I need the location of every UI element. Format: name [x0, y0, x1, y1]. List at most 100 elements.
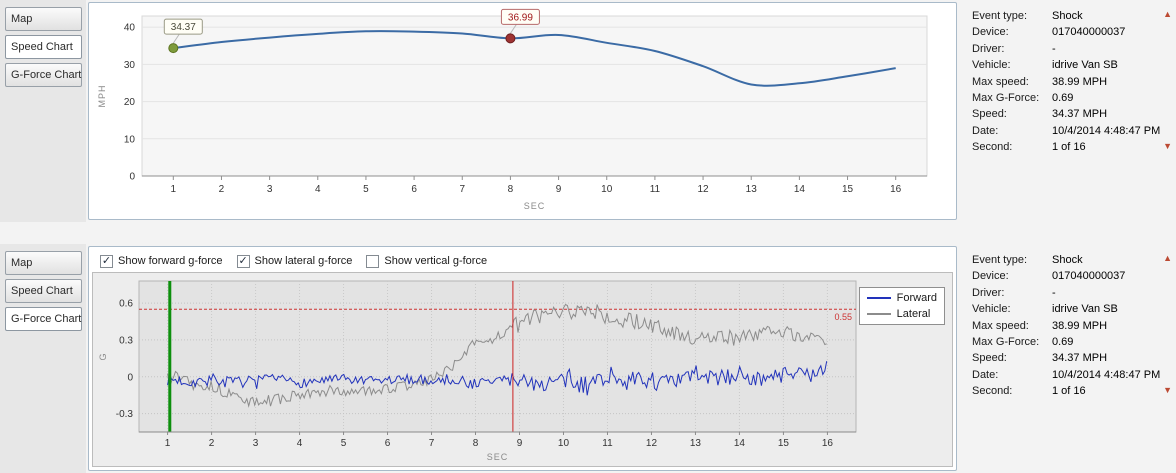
scroll-up-icon[interactable]: ▲ [1163, 9, 1172, 19]
checkbox-label: Show vertical g-force [384, 255, 488, 267]
speed-chart[interactable]: 0 10 20 30 40 1 2 3 4 5 6 7 8 9 10 11 12 13 14 15 16 MPH SEC 34… [92, 6, 953, 216]
legend-swatch-forward [866, 297, 891, 299]
x-tick-label: 9 [556, 184, 562, 195]
info-value: 34.37 MPH [1052, 108, 1108, 121]
x-tick-label: 15 [842, 184, 854, 195]
forward-gforce-line [167, 361, 828, 396]
gforce-chart-section: Map Speed Chart G-Force Chart ✓ Show forwar… [0, 244, 1176, 473]
plot-area [138, 280, 857, 433]
x-tick-label: 10 [601, 184, 613, 195]
info-row-speed: Speed: 34.37 MPH [972, 106, 1162, 122]
info-value: 38.99 MPH [1052, 319, 1108, 332]
chart-legend: Forward Lateral [858, 287, 945, 325]
tab-g-force-chart[interactable]: G-Force Chart [5, 307, 82, 331]
info-label: Max speed: [972, 75, 1029, 88]
info-value: 1 of 16 [1052, 385, 1086, 398]
checkbox-label: Show lateral g-force [254, 255, 353, 267]
gforce-chart[interactable]: Forward Lateral -0.3 0 0.3 0.6 0.55 1 2 3 4 5 6 7 8 9 1… [92, 272, 953, 467]
gforce-chart-panel: ✓ Show forward g-force ✓ Show lateral g-for… [88, 246, 957, 471]
checkbox-box[interactable]: ✓ [236, 254, 250, 268]
info-value: Shock [1052, 10, 1083, 22]
legend-item-lateral: Lateral [866, 308, 937, 320]
legend-item-forward: Forward [866, 292, 937, 304]
info-label: Second: [972, 385, 1013, 398]
info-label: Event type: [972, 10, 1028, 22]
scroll-up-icon[interactable]: ▲ [1163, 253, 1172, 263]
checkbox-show-lateral-g-force[interactable]: ✓ Show lateral g-force [236, 254, 353, 268]
tab-speed-chart[interactable]: Speed Chart [5, 35, 82, 59]
info-row-max-g-force: Max G-Force: 0.69 [972, 334, 1162, 350]
info-label: Vehicle: [972, 303, 1011, 316]
x-tick-label: 12 [646, 438, 658, 449]
x-tick-label: 14 [734, 438, 746, 449]
checkbox-label: Show forward g-force [118, 255, 223, 267]
info-value: Shock [1052, 254, 1083, 266]
info-value: - [1052, 42, 1056, 55]
info-label: Max speed: [972, 319, 1029, 332]
data-point-marker[interactable] [168, 43, 179, 54]
x-tick-label: 8 [508, 184, 514, 195]
y-tick-label: 0 [127, 372, 133, 383]
info-value: 10/4/2014 4:48:47 PM [1052, 124, 1161, 137]
checkbox-box[interactable]: ✓ [100, 254, 113, 268]
tab-map[interactable]: Map [5, 251, 82, 275]
info-value: 34.37 MPH [1052, 352, 1108, 365]
info-row-second: Second: 1 of 16 [972, 139, 1162, 155]
tab-map[interactable]: Map [5, 7, 82, 31]
x-tick-label: 13 [746, 184, 758, 195]
marker-label: 34.37 [171, 22, 196, 33]
event-info-panel-top: Event type: Shock Device: 017040000037 Drive… [962, 0, 1176, 222]
marker-connector [510, 24, 517, 34]
info-label: Device: [972, 270, 1009, 283]
x-tick-label: 15 [778, 438, 790, 449]
x-tick-label: 16 [890, 184, 902, 195]
y-tick-label: 30 [124, 60, 136, 71]
tab-g-force-chart[interactable]: G-Force Chart [5, 63, 82, 87]
info-label: Device: [972, 26, 1009, 39]
info-label: Driver: [972, 42, 1005, 55]
info-row-max-g-force: Max G-Force: 0.69 [972, 90, 1162, 106]
checkbox-show-forward-g-force[interactable]: ✓ Show forward g-force [100, 254, 223, 268]
info-row-driver: Driver: - [972, 41, 1162, 57]
info-label: Max G-Force: [972, 336, 1040, 349]
x-tick-label: 4 [297, 438, 303, 449]
info-row-device: Device: 017040000037 [972, 24, 1162, 40]
info-value: - [1052, 286, 1056, 299]
y-tick-label: 10 [124, 134, 136, 145]
plot-area [141, 15, 928, 177]
x-tick-label: 5 [341, 438, 347, 449]
x-tick-label: 12 [697, 184, 709, 195]
info-row-event-type: Event type: Shock [972, 252, 1162, 268]
checkbox-show-vertical-g-force[interactable]: Show vertical g-force [366, 254, 488, 268]
info-row-speed: Speed: 34.37 MPH [972, 350, 1162, 366]
info-label: Date: [972, 124, 999, 137]
info-value: idrive Van SB [1052, 59, 1118, 72]
info-value: 017040000037 [1052, 26, 1126, 39]
info-label: Date: [972, 368, 999, 381]
data-point-marker[interactable] [505, 33, 516, 44]
legend-label: Forward [896, 292, 937, 304]
legend-swatch-lateral [866, 313, 891, 315]
scroll-down-icon[interactable]: ▼ [1163, 141, 1172, 151]
info-value: 0.69 [1052, 92, 1074, 105]
x-tick-label: 10 [558, 438, 570, 449]
info-value: 38.99 MPH [1052, 75, 1108, 88]
info-label: Event type: [972, 254, 1028, 266]
x-tick-label: 11 [602, 438, 613, 449]
checkbox-box[interactable] [366, 254, 380, 268]
x-tick-label: 7 [459, 184, 465, 195]
y-tick-label: 0 [129, 172, 135, 183]
x-tick-label: 9 [517, 438, 523, 449]
x-tick-label: 3 [267, 184, 273, 195]
x-tick-label: 7 [429, 438, 435, 449]
tab-speed-chart[interactable]: Speed Chart [5, 279, 82, 303]
info-value: 10/4/2014 4:48:47 PM [1052, 368, 1161, 381]
x-tick-label: 4 [315, 184, 321, 195]
info-label: Speed: [972, 352, 1007, 365]
info-row-device: Device: 017040000037 [972, 268, 1162, 284]
marker-label-box [500, 8, 540, 25]
speed-chart-section: Map Speed Chart G-Force Chart 0 10 20 30 40 1 2 3… [0, 0, 1176, 222]
scroll-down-icon[interactable]: ▼ [1163, 385, 1172, 395]
info-label: Vehicle: [972, 59, 1011, 72]
